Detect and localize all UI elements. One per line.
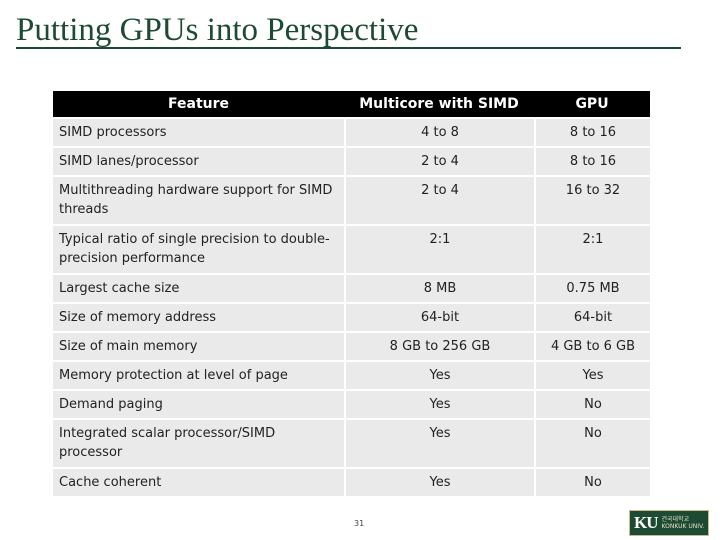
gpu-cell: 8 to 16 <box>534 119 650 146</box>
table-row: Cache coherent Yes No <box>53 469 650 496</box>
page-number: 31 <box>354 519 365 528</box>
multicore-cell: 8 MB <box>344 275 534 302</box>
gpu-cell: No <box>534 420 650 467</box>
feature-cell: Typical ratio of single precision to dou… <box>53 226 344 273</box>
multicore-cell: 2:1 <box>344 226 534 273</box>
table-row: Multithreading hardware support for SIMD… <box>53 177 650 224</box>
table-row: Memory protection at level of page Yes Y… <box>53 362 650 389</box>
table-row: SIMD processors 4 to 8 8 to 16 <box>53 119 650 146</box>
table-row: Demand paging Yes No <box>53 391 650 418</box>
header-feature: Feature <box>53 91 344 117</box>
university-logo: KU 건국대학교 KONKUK UNIV. <box>629 510 709 536</box>
logo-mark: KU <box>634 513 658 532</box>
header-gpu: GPU <box>534 91 650 117</box>
feature-cell: SIMD processors <box>53 119 344 146</box>
gpu-cell: Yes <box>534 362 650 389</box>
feature-cell: SIMD lanes/processor <box>53 148 344 175</box>
multicore-cell: 2 to 4 <box>344 148 534 175</box>
gpu-cell: 0.75 MB <box>534 275 650 302</box>
feature-cell: Size of main memory <box>53 333 344 360</box>
multicore-cell: Yes <box>344 420 534 467</box>
table-row: Typical ratio of single precision to dou… <box>53 226 650 273</box>
feature-cell: Integrated scalar processor/SIMD process… <box>53 420 344 467</box>
logo-sub-line2: KONKUK UNIV. <box>661 523 705 530</box>
logo-sub-line1: 건국대학교 <box>661 516 690 523</box>
gpu-cell: No <box>534 391 650 418</box>
logo-subtext: 건국대학교 KONKUK UNIV. <box>662 516 705 530</box>
title-underline <box>16 47 681 49</box>
gpu-cell: 64-bit <box>534 304 650 331</box>
table-row: Size of main memory 8 GB to 256 GB 4 GB … <box>53 333 650 360</box>
multicore-cell: 8 GB to 256 GB <box>344 333 534 360</box>
table-header-row: Feature Multicore with SIMD GPU <box>53 91 650 117</box>
table-row: Integrated scalar processor/SIMD process… <box>53 420 650 467</box>
multicore-cell: 4 to 8 <box>344 119 534 146</box>
gpu-cell: 2:1 <box>534 226 650 273</box>
multicore-cell: 2 to 4 <box>344 177 534 224</box>
feature-cell: Cache coherent <box>53 469 344 496</box>
table-row: Size of memory address 64-bit 64-bit <box>53 304 650 331</box>
multicore-cell: Yes <box>344 469 534 496</box>
header-multicore: Multicore with SIMD <box>344 91 534 117</box>
slide-title: Putting GPUs into Perspective <box>16 12 419 48</box>
comparison-table: Feature Multicore with SIMD GPU SIMD pro… <box>53 89 650 498</box>
feature-cell: Multithreading hardware support for SIMD… <box>53 177 344 224</box>
gpu-cell: No <box>534 469 650 496</box>
feature-cell: Size of memory address <box>53 304 344 331</box>
gpu-cell: 8 to 16 <box>534 148 650 175</box>
feature-cell: Demand paging <box>53 391 344 418</box>
table-row: SIMD lanes/processor 2 to 4 8 to 16 <box>53 148 650 175</box>
feature-cell: Memory protection at level of page <box>53 362 344 389</box>
multicore-cell: Yes <box>344 391 534 418</box>
gpu-cell: 16 to 32 <box>534 177 650 224</box>
feature-cell: Largest cache size <box>53 275 344 302</box>
multicore-cell: 64-bit <box>344 304 534 331</box>
multicore-cell: Yes <box>344 362 534 389</box>
table-row: Largest cache size 8 MB 0.75 MB <box>53 275 650 302</box>
gpu-cell: 4 GB to 6 GB <box>534 333 650 360</box>
